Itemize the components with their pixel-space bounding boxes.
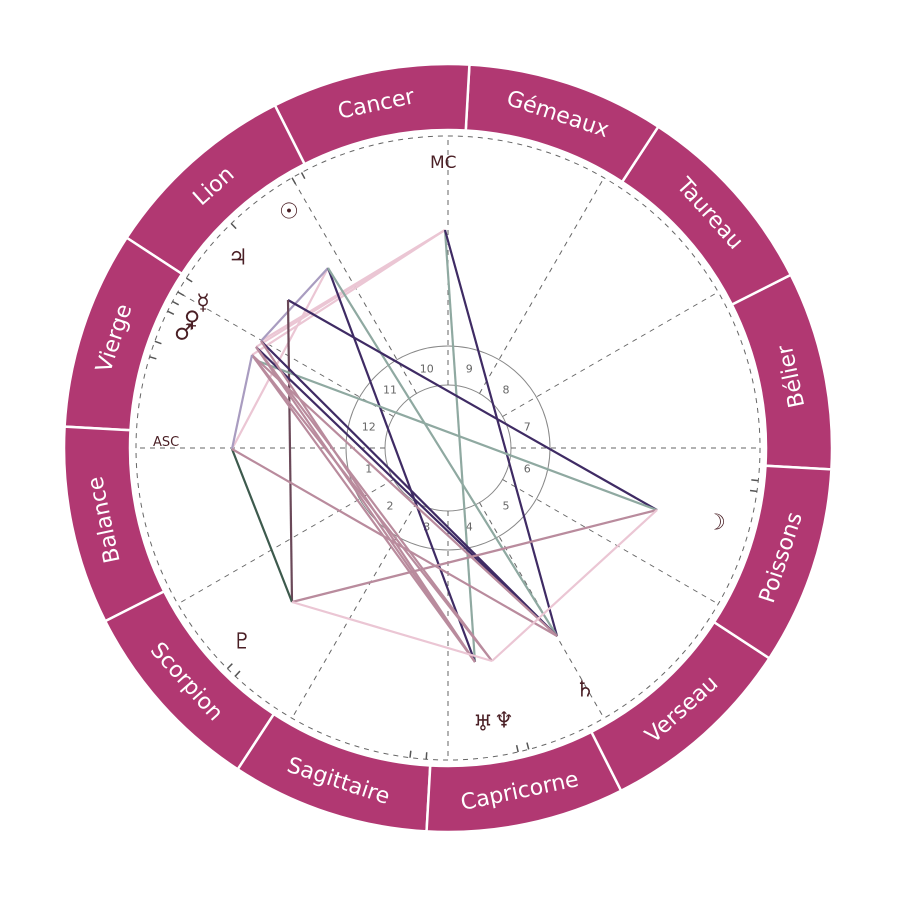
aspect-line-light-pink [291, 600, 493, 663]
house-number: 11 [383, 384, 397, 397]
planet-tick [749, 489, 758, 493]
planet-tick [751, 479, 759, 482]
planet-tick [149, 356, 157, 360]
planet-tick [230, 223, 237, 230]
aspect-line-mauve [251, 354, 476, 663]
mars-icon: ♂ [174, 321, 194, 346]
aspect-line-mauve [251, 354, 493, 662]
house-number: 1 [365, 463, 372, 476]
house-cusp-line [479, 177, 605, 394]
planet-tick [515, 745, 519, 753]
chart-labels: ASC MC [153, 153, 457, 450]
aspect-line-teal [327, 267, 558, 637]
sun-icon: ☉ [279, 200, 299, 225]
house-number: 10 [420, 362, 434, 375]
house-number: 9 [466, 362, 473, 375]
jupiter-icon: ♃ [228, 246, 248, 271]
planet-tick [172, 300, 180, 306]
aspect-line-light-pink [491, 509, 658, 662]
aspect-line-mauve [291, 508, 658, 604]
aspect-line-mauve [231, 448, 558, 637]
aspect-line-mauve [251, 354, 558, 637]
aspect-line-light-pink [251, 229, 446, 356]
planet-tick [300, 172, 306, 180]
aspect-line-dark-purple [255, 346, 558, 637]
aspect-line-dark-green [230, 448, 294, 603]
aspect-line-lavender [230, 354, 254, 450]
house-number: 3 [423, 521, 430, 534]
aspect-line-mauve [255, 346, 476, 663]
asc-label: ASC [153, 435, 179, 450]
planet-tick [185, 277, 193, 283]
outer-dashed-circle [135, 135, 761, 761]
planet-glyphs: ☉ ♃ ☿♀♂ ☽ ♄ ♅ ♆ ♇ [174, 200, 726, 737]
neptune-icon: ♆ [494, 709, 514, 734]
house-cusp-line [177, 291, 394, 417]
planet-tick [167, 310, 175, 315]
mercury-icon: ☿ [196, 291, 210, 316]
house-number: 12 [362, 420, 376, 433]
house-number: 5 [502, 499, 509, 512]
house-number: 6 [524, 463, 531, 476]
mc-label: MC [430, 153, 457, 173]
planet-tick [154, 340, 162, 345]
moon-icon: ☽ [706, 511, 726, 536]
planet-tick [291, 177, 297, 185]
saturn-icon: ♄ [575, 678, 595, 703]
uranus-icon: ♅ [473, 712, 493, 737]
planet-tick [226, 663, 233, 670]
aspect-line-dark-mauve [286, 299, 294, 603]
planet-tick [526, 742, 530, 750]
aspect-line-teal [443, 229, 477, 663]
planet-tick [234, 670, 241, 677]
sign-segment-11 [712, 464, 833, 660]
house-number: 8 [502, 384, 509, 397]
pluto-icon: ♇ [232, 630, 252, 655]
aspect-line-dark-purple [326, 267, 477, 663]
house-number: 7 [524, 420, 531, 433]
aspect-line-dark-purple [443, 229, 559, 637]
aspect-line-dark-purple [260, 340, 558, 637]
house-number: 2 [387, 499, 394, 512]
house-cusp-line [502, 291, 719, 417]
aspect-lines [230, 229, 658, 663]
house-number: 4 [466, 521, 473, 534]
aspect-line-mauve [255, 346, 493, 662]
venus-icon: ♀ [184, 308, 200, 333]
aspect-line-teal [254, 358, 658, 512]
planet-tick [177, 291, 185, 297]
house-cusp-line [502, 479, 719, 605]
planet-tick [409, 750, 412, 758]
aspect-line-dark-purple [287, 299, 658, 511]
